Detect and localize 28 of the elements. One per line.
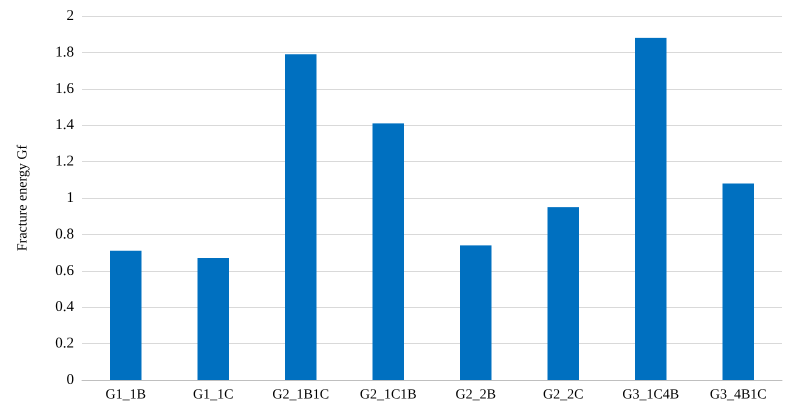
y-tick-label: 1.6	[55, 80, 74, 97]
bar	[548, 207, 579, 380]
x-tick-label: G2_1C1B	[360, 388, 417, 402]
bar	[372, 123, 404, 380]
y-tick-label: 0.4	[55, 299, 74, 316]
x-tick-label: G2_1B1C	[272, 388, 330, 402]
x-tick-label: G2_2C	[543, 388, 584, 402]
x-tick-label: G2_2B	[456, 388, 496, 402]
x-tick-label: G3_1C4B	[622, 388, 680, 402]
bar	[460, 245, 492, 380]
y-tick-label: 1.2	[55, 154, 74, 170]
y-tick-label: 1.8	[55, 44, 74, 60]
x-tick-label: G1_1B	[106, 388, 146, 402]
bar	[635, 38, 666, 380]
bar	[198, 258, 229, 380]
y-tick-label: 1.4	[55, 117, 74, 134]
y-tick-label: 0.6	[55, 262, 74, 279]
x-tick-label: G1_1C	[193, 388, 234, 402]
y-axis-title: Fracture energy Gf	[16, 144, 30, 252]
x-tick-label: G3_4B1C	[710, 388, 767, 402]
y-tick-label: 0.2	[55, 336, 74, 352]
y-tick-label: 2	[66, 8, 74, 24]
bar	[285, 54, 316, 380]
y-tick-label: 1	[66, 190, 74, 206]
bar	[722, 183, 754, 380]
y-tick-label: 0.8	[55, 226, 74, 242]
bar	[110, 250, 142, 380]
y-tick-label: 0	[66, 372, 74, 388]
